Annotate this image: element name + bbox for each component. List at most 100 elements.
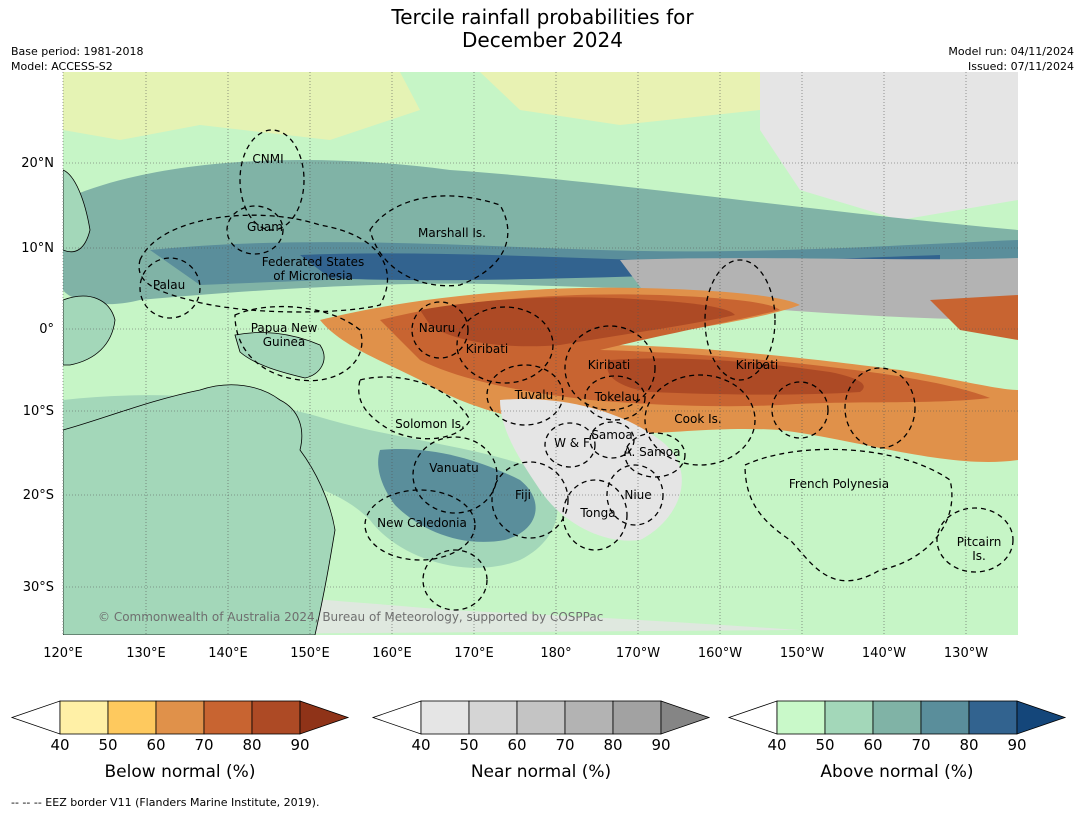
colorbar-segment [920,700,970,735]
eez-footnote: -- -- -- EEZ border V11 (Flanders Marine… [11,796,320,809]
colorbar-segment [824,700,874,735]
place-label-fsm: Federated States [262,255,364,269]
map-field [63,72,1018,635]
colorbar-segment [203,700,253,735]
lat-tick-label: 20°S [23,488,54,503]
axis-tick-labels: 120°E 130°E 140°E 150°E 160°E 170°E 180° 170°W 1… [21,156,988,661]
place-label-palau: Palau [153,278,185,292]
eez-pitcairn [936,507,1014,573]
eez-vanuatu [412,436,498,514]
lon-tick-label: 180° [540,646,571,661]
north-dry-patch [63,72,420,140]
colorbar-above: 40 50 60 70 80 90 Above normal (%) [727,700,1067,782]
model-run: Model run: 04/11/2024 [948,45,1074,58]
eez-borders [138,129,1014,611]
dry-tongue-core-2 [607,358,864,395]
lat-tick-label: 30°S [23,580,54,595]
place-label-samoa: Samoa [591,428,632,442]
colorbar-tick-label: 70 [194,736,213,754]
lon-tick-label: 150°E [290,646,330,661]
eez-frpoly [744,448,953,582]
lon-tick-label: 140°E [208,646,248,661]
colorbar-segment [251,700,301,735]
place-label-asamoa: A. Samoa [624,445,681,459]
eez-wf [544,422,596,468]
eez-cnmi [239,129,305,231]
colorbar-tick-label: 40 [767,736,786,754]
south-neutral [500,399,682,541]
lon-tick-label: 140°W [862,646,906,661]
place-label-pitcairn: Pitcairn [957,535,1002,549]
colorbar-segment [776,700,826,735]
eez-solomon [358,376,471,440]
place-label-kiribati-w: Kiribati [466,342,508,356]
colorbar-tick-label: 80 [959,736,978,754]
eez-marshall [369,195,509,287]
lon-tick-label: 150°W [780,646,824,661]
colorbar-label: Near normal (%) [471,762,611,782]
png-landmass [234,332,325,379]
colorbar-tick-label: 40 [50,736,69,754]
eez-newcal [364,489,476,561]
colorbar-under-arrow [10,700,61,735]
place-label-png: Guinea [263,335,306,349]
colorbar-segment [516,700,566,735]
colorbar-below: 40 50 60 70 80 90 Below normal (%) [10,700,350,782]
place-label-fsm: of Micronesia [273,269,353,283]
eez-cook [644,374,756,466]
place-label-newcal: New Caledonia [377,516,467,530]
colorbar-tick-label: 90 [1007,736,1026,754]
place-label-guam: Guam [247,220,283,234]
issued-date: Issued: 07/11/2024 [967,60,1074,73]
colorbar-segment [59,700,109,735]
place-label-png: Papua New [251,321,318,335]
eez-fsm [138,214,389,313]
colorbar-segment [564,700,614,735]
place-label-kiribati-c: Kiribati [588,358,630,372]
australia-landmass [63,384,336,635]
colorbar-over-arrow [660,700,711,735]
colorbar-under-arrow [371,700,422,735]
place-label-tokelau: Tokelau [594,390,640,404]
place-label-marshall: Marshall Is. [418,226,486,240]
colorbar-segment [107,700,157,735]
eez-asamoa [624,432,686,478]
eez-guam [226,205,284,255]
place-label-cnmi: CNMI [252,152,283,166]
eez-kiribati-e [704,259,776,381]
colorbar-segment [420,700,470,735]
place-label-pitcairn: Is. [972,549,986,563]
colorbar-tick-label: 50 [815,736,834,754]
eez-fiji [491,461,569,539]
colorbar-tick-label: 90 [651,736,670,754]
base-period: Base period: 1981-2018 [11,45,144,58]
place-label-frpoly: French Polynesia [789,477,889,491]
lon-tick-label: 160°E [372,646,412,661]
wet-band-core [300,253,940,281]
chart-title: Tercile rainfall probabilities for Decem… [0,6,1085,52]
north-dry-patch-2 [480,72,780,125]
lon-tick-label: 170°E [454,646,494,661]
place-label-niue: Niue [624,488,651,502]
title-line-1: Tercile rainfall probabilities for [391,5,694,29]
colorbar-tick-label: 70 [911,736,930,754]
dry-tongue-core [420,297,735,347]
lat-tick-label: 20°N [21,156,54,171]
lon-tick-label: 170°W [616,646,660,661]
lat-tick-label: 10°N [21,241,54,256]
colorbar-tick-label: 50 [459,736,478,754]
lat-tick-label: 0° [39,322,54,337]
eez-nauru [411,301,469,359]
place-label-nauru: Nauru [419,321,455,335]
place-label-fiji: Fiji [515,488,531,502]
colorbar-segment [155,700,205,735]
eez-niue [606,464,664,526]
lon-tick-label: 160°W [698,646,742,661]
colorbar-label: Below normal (%) [105,762,256,782]
lat-tick-label: 10°S [23,404,54,419]
meta-left: Base period: 1981-2018 Model: ACCESS-S2 [11,44,143,74]
place-label-cook: Cook Is. [674,412,721,426]
colorbar-segment [872,700,922,735]
